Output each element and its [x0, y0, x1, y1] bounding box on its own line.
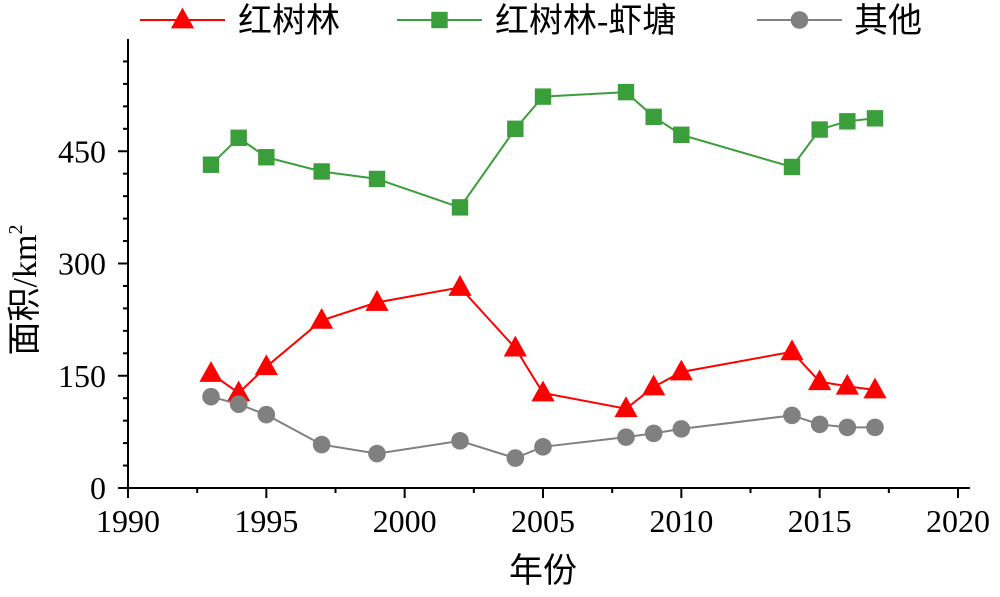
legend-marker	[790, 11, 809, 29]
data-point	[614, 396, 638, 418]
legend-item-1: 红树林	[140, 2, 340, 40]
data-point	[645, 108, 662, 126]
legend-label: 红树林-虾塘	[495, 2, 676, 40]
x-tick-label: 2005	[511, 503, 575, 539]
data-point	[312, 435, 331, 454]
data-point	[451, 432, 469, 450]
series-3	[202, 387, 884, 467]
data-point	[839, 113, 856, 130]
data-point	[783, 158, 801, 176]
data-point	[534, 88, 552, 105]
data-point	[199, 361, 223, 382]
x-tick-label: 2015	[788, 503, 852, 539]
data-point	[368, 444, 386, 463]
data-point	[642, 374, 666, 396]
y-tick-label: 150	[58, 358, 106, 394]
series-1	[199, 275, 887, 418]
legend-item-3: 其他	[757, 3, 922, 40]
legend-label: 红树林	[238, 2, 340, 40]
data-point	[451, 199, 469, 216]
data-point	[448, 275, 472, 296]
data-point	[310, 307, 334, 329]
data-point	[783, 406, 801, 425]
data-point	[254, 354, 278, 376]
data-point	[808, 369, 832, 391]
data-point	[229, 395, 248, 413]
data-point	[810, 415, 829, 434]
y-axis-label-superscript: 2	[5, 225, 27, 235]
x-tick-label: 1995	[234, 503, 298, 539]
y-axis-label-text: 面积/km	[7, 235, 44, 356]
y-axis-label: 面积/km2	[5, 225, 44, 356]
data-point	[202, 387, 220, 406]
data-point	[258, 149, 275, 166]
x-tick-label: 2000	[373, 503, 437, 539]
data-point	[644, 424, 663, 443]
axis-labels: 年份 面积/km2	[5, 225, 577, 590]
data-point	[617, 428, 635, 446]
data-point	[368, 170, 386, 188]
data-point	[313, 163, 330, 180]
data-point	[866, 110, 884, 127]
data-point	[507, 120, 524, 137]
series-2	[202, 83, 884, 216]
y-tick-label: 450	[58, 133, 106, 169]
y-tick-label: 300	[58, 246, 106, 282]
axes: 1990 1995 2000 2005 2010 2015 2020 0 150 300 450	[58, 39, 990, 539]
data-point	[863, 377, 887, 399]
data-point	[835, 373, 859, 395]
data-point	[617, 83, 635, 101]
plot-area	[199, 83, 887, 467]
x-tick-label: 1990	[96, 503, 160, 539]
data-point	[202, 156, 220, 173]
data-point	[811, 121, 828, 138]
x-tick-label: 2010	[649, 503, 713, 539]
data-point	[672, 420, 691, 438]
data-point	[838, 418, 857, 437]
data-point	[673, 126, 690, 143]
legend-marker	[170, 7, 195, 29]
data-point	[531, 380, 555, 402]
legend: 红树林 红树林-虾塘 其他	[140, 2, 922, 40]
x-tick-label: 2020	[926, 503, 990, 539]
data-point	[503, 335, 527, 357]
legend-label: 其他	[854, 3, 922, 40]
data-point	[365, 290, 389, 311]
data-point	[227, 380, 251, 402]
data-point	[866, 418, 884, 437]
legend-marker	[431, 11, 448, 29]
data-point	[230, 129, 247, 146]
data-point	[506, 449, 525, 467]
data-point	[534, 438, 552, 456]
data-point	[669, 359, 693, 381]
data-point	[257, 405, 276, 424]
series-line	[210, 91, 876, 209]
y-tick-label: 0	[90, 470, 106, 506]
legend-item-2: 红树林-虾塘	[397, 2, 676, 40]
x-axis-label: 年份	[509, 552, 577, 590]
data-point	[780, 339, 804, 361]
